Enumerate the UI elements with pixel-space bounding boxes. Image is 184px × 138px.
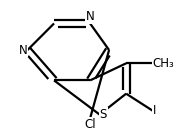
Text: S: S xyxy=(100,108,107,121)
Text: N: N xyxy=(86,10,94,23)
Text: N: N xyxy=(19,43,27,57)
Text: I: I xyxy=(153,104,156,117)
Text: CH₃: CH₃ xyxy=(153,57,174,70)
Text: Cl: Cl xyxy=(84,118,96,131)
